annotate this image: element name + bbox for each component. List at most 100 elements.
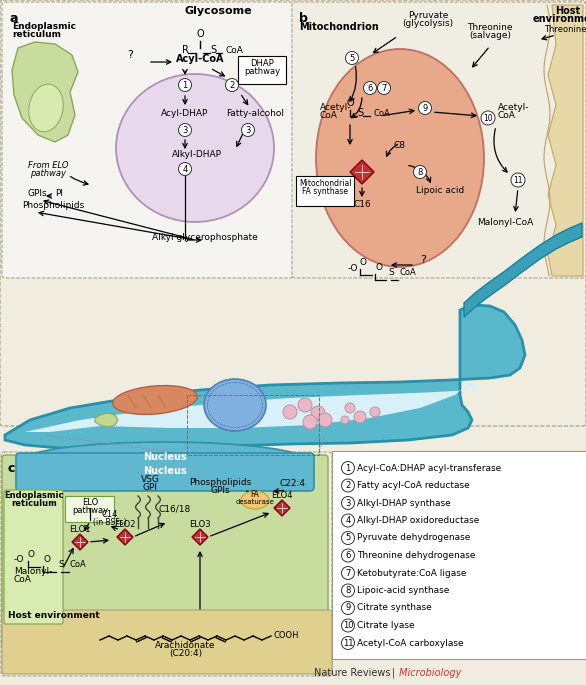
FancyBboxPatch shape: [2, 610, 332, 674]
Text: Threonine dehydrogenase: Threonine dehydrogenase: [357, 551, 475, 560]
Text: Malonyl-: Malonyl-: [14, 567, 52, 576]
Circle shape: [311, 406, 325, 420]
Polygon shape: [72, 534, 88, 550]
Text: CoA: CoA: [14, 575, 32, 584]
Circle shape: [345, 403, 355, 413]
FancyBboxPatch shape: [4, 490, 63, 624]
Text: O: O: [28, 550, 35, 559]
Text: 3: 3: [182, 125, 188, 134]
Text: 4: 4: [182, 164, 188, 173]
Text: reticulum: reticulum: [12, 30, 61, 39]
Text: 1: 1: [345, 464, 350, 473]
Polygon shape: [25, 382, 480, 432]
Polygon shape: [5, 305, 525, 448]
Text: O: O: [375, 263, 382, 272]
Text: CoA: CoA: [320, 111, 338, 120]
Polygon shape: [12, 42, 78, 142]
FancyBboxPatch shape: [238, 56, 286, 84]
Text: Nature Reviews: Nature Reviews: [314, 668, 390, 678]
Text: 3: 3: [345, 499, 350, 508]
Ellipse shape: [241, 491, 269, 509]
Circle shape: [481, 111, 495, 125]
Text: C8: C8: [394, 141, 406, 150]
Text: FA synthase: FA synthase: [302, 187, 348, 196]
Circle shape: [341, 416, 349, 424]
Text: DHAP: DHAP: [250, 59, 274, 68]
Text: C14: C14: [102, 510, 118, 519]
Text: Lipoic-acid synthase: Lipoic-acid synthase: [357, 586, 449, 595]
Text: S: S: [58, 560, 64, 569]
Text: |: |: [391, 668, 394, 678]
Circle shape: [342, 549, 355, 562]
FancyBboxPatch shape: [0, 0, 586, 426]
Text: ?: ?: [420, 255, 426, 265]
Text: O: O: [196, 29, 204, 39]
Text: O: O: [360, 258, 367, 267]
Circle shape: [179, 79, 192, 92]
Text: 11: 11: [343, 638, 353, 647]
Text: Citrate synthase: Citrate synthase: [357, 603, 432, 612]
Circle shape: [179, 123, 192, 136]
Text: PI: PI: [55, 189, 63, 198]
FancyBboxPatch shape: [292, 2, 586, 278]
Circle shape: [283, 405, 297, 419]
Text: 8: 8: [417, 168, 423, 177]
Text: Alkyl-DHAP oxidoreductase: Alkyl-DHAP oxidoreductase: [357, 516, 479, 525]
Polygon shape: [130, 392, 178, 410]
Text: Fatty-alcohol: Fatty-alcohol: [226, 109, 284, 118]
Text: Microbiology: Microbiology: [396, 668, 461, 678]
Text: S: S: [210, 45, 216, 55]
Text: Malonyl-CoA: Malonyl-CoA: [477, 218, 533, 227]
Circle shape: [354, 411, 366, 423]
Text: ELO2: ELO2: [114, 520, 136, 529]
FancyBboxPatch shape: [2, 455, 328, 649]
Text: O: O: [43, 555, 50, 564]
Text: Glycosome: Glycosome: [184, 6, 252, 16]
Circle shape: [298, 398, 312, 412]
Text: desaturase: desaturase: [236, 499, 274, 505]
Text: Endoplasmic: Endoplasmic: [4, 491, 64, 500]
Text: 5: 5: [349, 53, 355, 62]
Text: reticulum: reticulum: [11, 499, 57, 508]
Text: Acyl-CoA: Acyl-CoA: [176, 54, 224, 64]
Circle shape: [179, 162, 192, 175]
Ellipse shape: [116, 74, 274, 222]
Text: -O: -O: [348, 264, 359, 273]
Text: Pyruvate: Pyruvate: [408, 11, 448, 20]
Polygon shape: [274, 500, 290, 516]
Text: 2: 2: [345, 481, 350, 490]
Text: ELO1: ELO1: [69, 525, 91, 534]
Circle shape: [342, 514, 355, 527]
Circle shape: [342, 497, 355, 510]
Text: CoA: CoA: [399, 268, 415, 277]
Text: Lipoic acid: Lipoic acid: [416, 186, 464, 195]
Text: 7: 7: [381, 84, 387, 92]
Polygon shape: [95, 413, 118, 427]
Polygon shape: [117, 529, 133, 545]
Text: Nucleus: Nucleus: [143, 452, 187, 462]
Text: Acetyl-: Acetyl-: [498, 103, 530, 112]
Ellipse shape: [29, 84, 63, 132]
Text: (in BSFs): (in BSFs): [93, 518, 127, 527]
Text: Arachidonate: Arachidonate: [155, 641, 216, 650]
Polygon shape: [548, 5, 583, 276]
Text: 10: 10: [343, 621, 353, 630]
Circle shape: [511, 173, 525, 187]
Text: COOH: COOH: [274, 632, 299, 640]
Text: O: O: [346, 98, 354, 108]
Text: Alkyl-DHAP: Alkyl-DHAP: [172, 150, 222, 159]
Text: environment: environment: [533, 14, 586, 24]
Text: pathway: pathway: [244, 67, 280, 76]
Text: c: c: [8, 462, 15, 475]
FancyBboxPatch shape: [65, 496, 114, 522]
Text: GPIs: GPIs: [210, 486, 230, 495]
Polygon shape: [192, 529, 208, 545]
Text: Threonine: Threonine: [544, 25, 586, 34]
Circle shape: [342, 601, 355, 614]
Circle shape: [414, 166, 427, 179]
Text: From ELO: From ELO: [28, 161, 68, 170]
Text: 8: 8: [345, 586, 350, 595]
Text: VSG: VSG: [141, 475, 159, 484]
Circle shape: [342, 636, 355, 649]
Text: -O: -O: [14, 555, 25, 564]
